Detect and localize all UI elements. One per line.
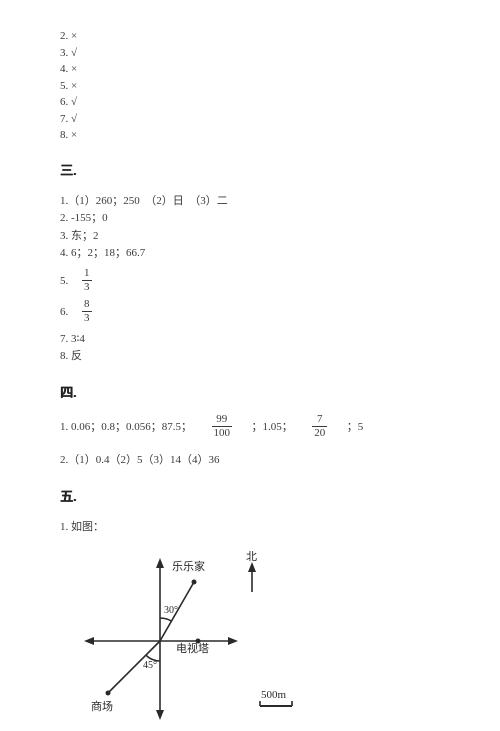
mark: ×	[71, 63, 77, 75]
s4-q1-c: ；5	[347, 418, 364, 434]
mark: √	[71, 113, 77, 125]
fraction-1-3: 1 3	[82, 268, 92, 293]
lead: 6.	[60, 306, 79, 318]
s3-l8: 8. 反	[60, 348, 440, 366]
denominator: 3	[82, 311, 92, 324]
label-angle-30: 30°	[164, 605, 178, 616]
s3-l3: 3. 东；2	[60, 228, 440, 246]
s5-l1: 1. 如图：	[60, 519, 440, 537]
direction-diagram: 乐乐家 北 电视塔 商场 30° 45° 500m	[60, 546, 440, 731]
num: 3.	[60, 47, 68, 59]
section-3-body: 1.（1）260；250 （2）日 （3）二 2. -155；0 3. 东；2 …	[60, 193, 440, 367]
mark: √	[71, 96, 77, 108]
mark: ×	[71, 80, 77, 92]
label-north: 北	[246, 550, 257, 563]
denominator: 100	[212, 426, 233, 439]
label-scale: 500m	[261, 689, 287, 701]
s3-l6: 6. 8 3	[60, 300, 440, 325]
section-4-head: 四.	[60, 382, 440, 401]
s3-l1: 1.（1）260；250 （2）日 （3）二	[60, 193, 440, 211]
s3-l5: 5. 1 3	[60, 269, 440, 294]
s4-q1: 1. 0.06；0.8；0.056；87.5； 99 100 ；1.05； 7 …	[60, 415, 440, 440]
mark: ×	[71, 129, 77, 141]
num: 4.	[60, 63, 68, 75]
fraction-7-20: 7 20	[312, 414, 327, 439]
num: 5.	[60, 80, 68, 92]
num: 6.	[60, 96, 68, 108]
numerator: 8	[82, 299, 92, 311]
section-4-body: 1. 0.06；0.8；0.056；87.5； 99 100 ；1.05； 7 …	[60, 415, 440, 470]
numerator: 7	[312, 414, 327, 426]
num: 8.	[60, 129, 68, 141]
ans-2: 2. ×	[60, 28, 440, 45]
section-3-head: 三.	[60, 160, 440, 179]
denominator: 3	[82, 280, 92, 293]
lead: 5.	[60, 275, 79, 287]
label-tower: 电视塔	[176, 641, 209, 655]
s4-q1-a: 1. 0.06；0.8；0.056；87.5；	[60, 418, 192, 434]
arc-30	[160, 618, 172, 621]
label-house: 乐乐家	[172, 559, 205, 573]
s3-l2: 2. -155；0	[60, 210, 440, 228]
label-mall: 商场	[91, 699, 113, 713]
diagram-svg: 乐乐家 北 电视塔 商场 30° 45° 500m	[60, 546, 320, 726]
denominator: 20	[312, 426, 327, 439]
ans-8: 8. ×	[60, 127, 440, 144]
numerator: 99	[212, 414, 233, 426]
section-5-head: 五.	[60, 486, 440, 505]
ans-5: 5. ×	[60, 78, 440, 95]
fraction-8-3: 8 3	[82, 299, 92, 324]
point-house	[192, 580, 197, 585]
num: 2.	[60, 30, 68, 42]
arrow-up-icon	[156, 558, 164, 568]
arrow-left-icon	[84, 637, 94, 645]
num: 7.	[60, 113, 68, 125]
s3-l7: 7. 3∶4	[60, 331, 440, 349]
ans-6: 6. √	[60, 94, 440, 111]
section-5-body: 1. 如图：	[60, 519, 440, 731]
section-2-answers: 2. × 3. √ 4. × 5. × 6. √ 7. √ 8. ×	[60, 28, 440, 144]
ans-3: 3. √	[60, 45, 440, 62]
mark: √	[71, 47, 77, 59]
arrow-down-icon	[156, 710, 164, 720]
mark: ×	[71, 30, 77, 42]
north-arrow-icon	[248, 562, 256, 572]
numerator: 1	[82, 268, 92, 280]
ans-4: 4. ×	[60, 61, 440, 78]
s4-q2: 2.（1）0.4（2）5（3）14（4）36	[60, 452, 440, 470]
fraction-99-100: 99 100	[212, 414, 233, 439]
label-angle-45: 45°	[143, 660, 157, 671]
ans-7: 7. √	[60, 111, 440, 128]
s3-l4: 4. 6；2；18；66.7	[60, 245, 440, 263]
point-mall	[106, 691, 111, 696]
arrow-right-icon	[228, 637, 238, 645]
s4-q1-b: ；1.05；	[252, 418, 293, 434]
